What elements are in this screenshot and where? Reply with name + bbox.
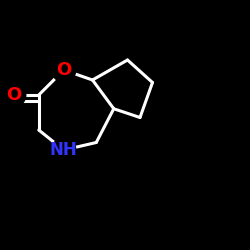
Circle shape — [52, 58, 76, 82]
Text: O: O — [56, 61, 72, 79]
Text: NH: NH — [50, 141, 78, 159]
Circle shape — [2, 83, 26, 107]
Circle shape — [52, 138, 76, 162]
Text: O: O — [6, 86, 22, 104]
